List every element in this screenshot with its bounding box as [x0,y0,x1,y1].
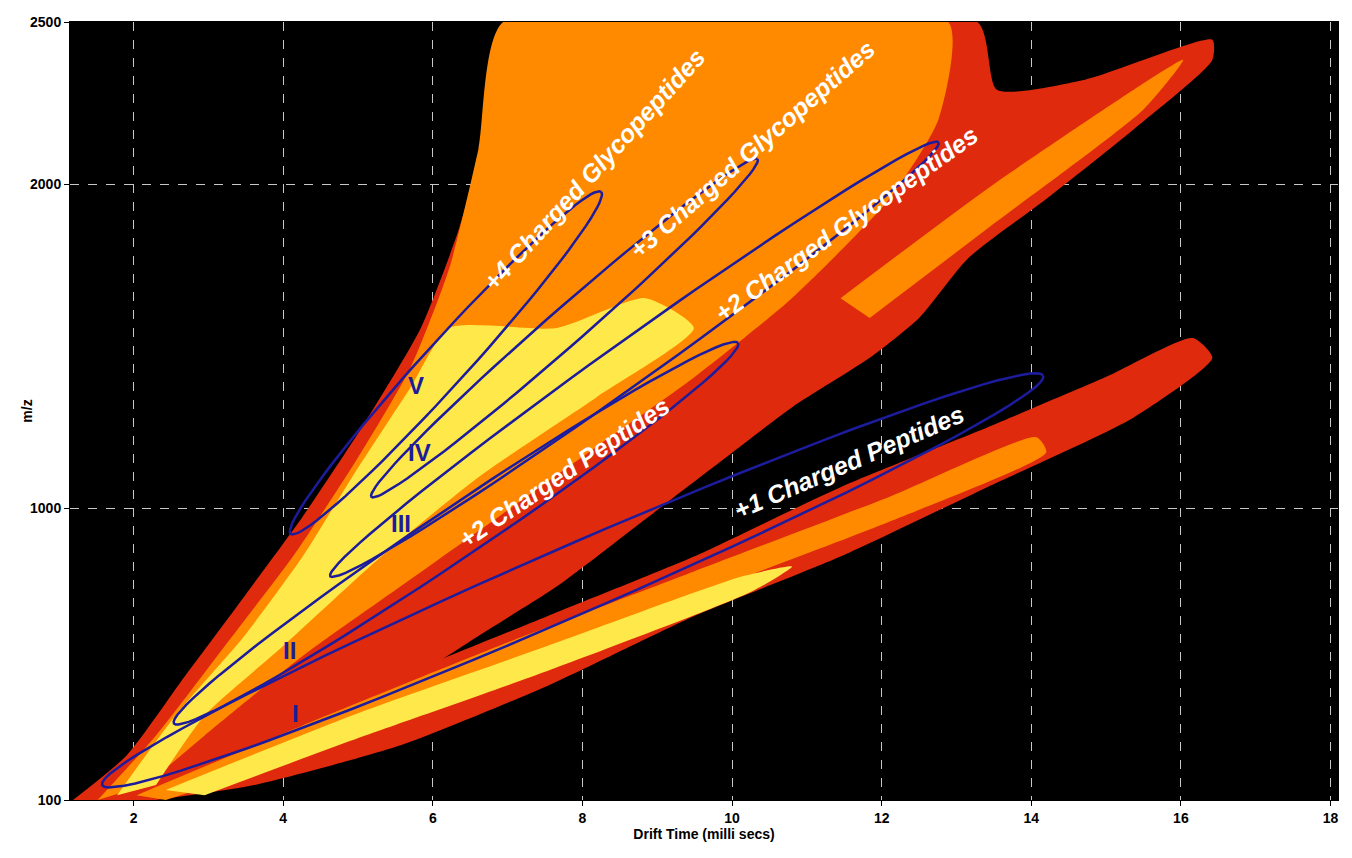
svg-text:I: I [292,700,299,727]
svg-text:III: III [391,510,411,537]
svg-text:1000: 1000 [30,500,61,516]
svg-text:II: II [283,637,296,664]
svg-text:Drift Time (milli secs): Drift Time (milli secs) [633,826,774,842]
svg-text:+1 Charged Peptides: +1 Charged Peptides [730,400,969,525]
svg-text:m/z: m/z [19,399,35,422]
svg-text:V: V [408,372,424,399]
svg-text:+2 Charged Glycopeptides: +2 Charged Glycopeptides [709,121,983,327]
svg-text:10: 10 [724,810,740,826]
svg-text:2500: 2500 [30,14,61,30]
svg-text:18: 18 [1323,810,1339,826]
svg-text:2000: 2000 [30,176,61,192]
svg-text:14: 14 [1024,810,1040,826]
svg-text:+4 Charged Glycopeptides: +4 Charged Glycopeptides [477,43,710,296]
svg-text:12: 12 [874,810,890,826]
svg-text:+3 Charged Glycopeptides: +3 Charged Glycopeptides [624,34,880,263]
svg-text:100: 100 [38,792,62,808]
svg-text:2: 2 [130,810,138,826]
svg-text:4: 4 [279,810,287,826]
svg-text:8: 8 [579,810,587,826]
svg-text:16: 16 [1173,810,1189,826]
svg-text:IV: IV [408,439,431,466]
svg-text:6: 6 [429,810,437,826]
svg-text:+2 Charged Peptides: +2 Charged Peptides [453,391,674,553]
